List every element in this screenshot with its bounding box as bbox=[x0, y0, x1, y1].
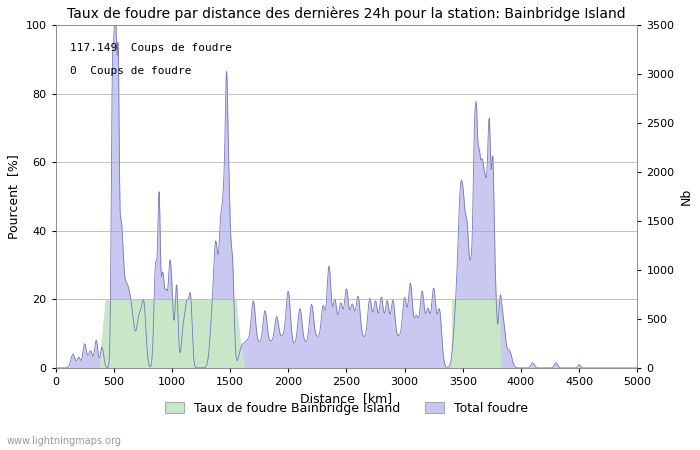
Legend: Taux de foudre Bainbridge Island, Total foudre: Taux de foudre Bainbridge Island, Total … bbox=[160, 397, 533, 420]
Text: www.lightningmaps.org: www.lightningmaps.org bbox=[7, 436, 122, 446]
Text: 0  Coups de foudre: 0 Coups de foudre bbox=[70, 67, 192, 76]
Text: 117.149  Coups de foudre: 117.149 Coups de foudre bbox=[70, 42, 232, 53]
X-axis label: Distance  [km]: Distance [km] bbox=[300, 392, 393, 405]
Y-axis label: Nb: Nb bbox=[680, 188, 693, 205]
Title: Taux de foudre par distance des dernières 24h pour la station: Bainbridge Island: Taux de foudre par distance des dernière… bbox=[67, 7, 626, 22]
Y-axis label: Pourcent  [%]: Pourcent [%] bbox=[7, 154, 20, 239]
